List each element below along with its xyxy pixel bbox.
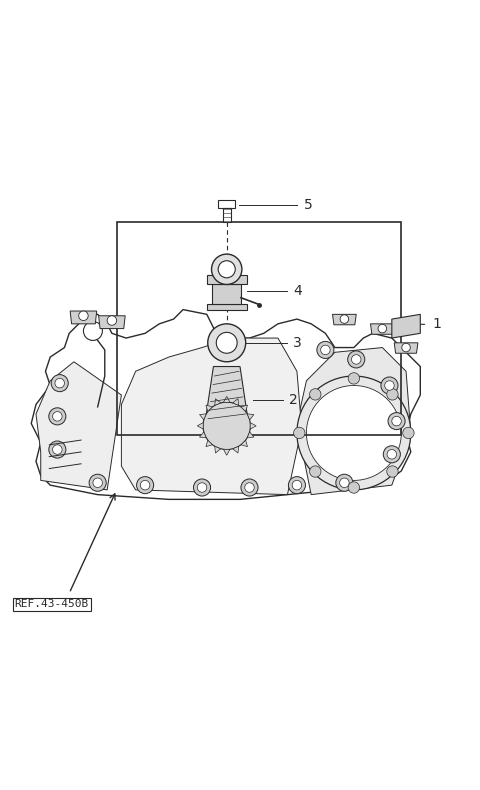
Circle shape — [351, 355, 361, 364]
Circle shape — [392, 416, 401, 426]
Polygon shape — [215, 446, 221, 453]
Polygon shape — [233, 446, 239, 453]
Polygon shape — [241, 405, 248, 412]
Circle shape — [387, 450, 396, 459]
Circle shape — [212, 254, 242, 284]
Circle shape — [84, 322, 102, 340]
Circle shape — [317, 341, 334, 359]
Polygon shape — [121, 338, 301, 495]
Polygon shape — [206, 440, 212, 446]
Polygon shape — [233, 399, 239, 405]
Polygon shape — [333, 314, 356, 325]
Polygon shape — [31, 310, 420, 499]
Polygon shape — [197, 423, 203, 429]
Circle shape — [53, 412, 62, 421]
Circle shape — [203, 402, 251, 450]
Polygon shape — [70, 311, 96, 324]
Circle shape — [378, 325, 386, 333]
Circle shape — [197, 483, 207, 492]
Circle shape — [49, 441, 66, 458]
Polygon shape — [392, 314, 420, 338]
Polygon shape — [241, 440, 248, 446]
Circle shape — [55, 378, 64, 388]
Circle shape — [336, 474, 353, 491]
Circle shape — [321, 345, 330, 355]
Circle shape — [140, 480, 150, 490]
Circle shape — [348, 351, 365, 368]
Polygon shape — [250, 423, 256, 429]
Circle shape — [348, 373, 360, 384]
Polygon shape — [218, 201, 235, 208]
Circle shape — [89, 474, 106, 491]
Text: REF.43-450B: REF.43-450B — [14, 600, 89, 609]
Circle shape — [340, 478, 349, 487]
Circle shape — [384, 446, 400, 463]
Circle shape — [297, 376, 411, 490]
Circle shape — [51, 374, 68, 392]
Text: 3: 3 — [293, 336, 302, 350]
Circle shape — [348, 482, 360, 493]
Circle shape — [387, 389, 398, 400]
Circle shape — [292, 480, 301, 490]
Bar — [117, 222, 401, 435]
Circle shape — [403, 427, 414, 438]
Circle shape — [387, 466, 398, 477]
Polygon shape — [224, 450, 230, 455]
Circle shape — [208, 324, 246, 362]
Polygon shape — [371, 324, 394, 334]
Circle shape — [306, 386, 401, 480]
Circle shape — [340, 315, 348, 323]
Polygon shape — [98, 316, 125, 329]
Circle shape — [107, 316, 117, 325]
Polygon shape — [36, 362, 121, 490]
Polygon shape — [200, 432, 206, 438]
Circle shape — [137, 476, 154, 494]
Circle shape — [245, 483, 254, 492]
Circle shape — [218, 261, 235, 278]
Polygon shape — [205, 367, 249, 423]
Circle shape — [310, 389, 321, 400]
Circle shape — [241, 479, 258, 496]
Polygon shape — [394, 343, 418, 353]
Circle shape — [79, 311, 88, 321]
Polygon shape — [213, 284, 241, 304]
Circle shape — [310, 466, 321, 477]
Circle shape — [381, 377, 398, 394]
Circle shape — [93, 478, 102, 487]
Text: 5: 5 — [304, 198, 313, 213]
Circle shape — [294, 427, 305, 438]
Polygon shape — [207, 304, 247, 310]
Polygon shape — [207, 276, 247, 284]
Circle shape — [384, 381, 394, 390]
Polygon shape — [223, 208, 230, 222]
Polygon shape — [215, 399, 221, 405]
Polygon shape — [206, 405, 212, 412]
Polygon shape — [247, 414, 254, 419]
Polygon shape — [200, 414, 206, 419]
Circle shape — [288, 476, 305, 494]
Circle shape — [193, 479, 211, 496]
Text: 4: 4 — [293, 284, 302, 298]
Circle shape — [49, 408, 66, 425]
Circle shape — [53, 445, 62, 454]
Polygon shape — [297, 348, 411, 495]
Circle shape — [216, 333, 237, 353]
Text: 1: 1 — [432, 318, 441, 331]
Text: 2: 2 — [289, 393, 298, 407]
Circle shape — [402, 344, 410, 352]
Polygon shape — [224, 397, 230, 402]
Polygon shape — [247, 432, 254, 438]
Circle shape — [388, 412, 405, 430]
